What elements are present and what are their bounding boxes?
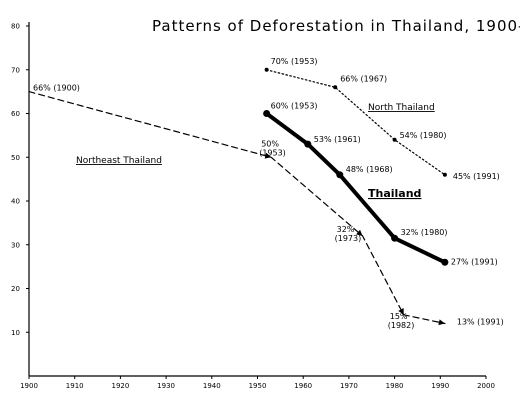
data-point-thailand [304, 140, 312, 148]
series-name-thailand: Thailand [368, 187, 421, 200]
x-tick-label: 1910 [66, 382, 84, 390]
series-name-northeast: Northeast Thailand [76, 156, 162, 166]
data-point-thailand [441, 258, 449, 266]
x-tick-label: 1950 [249, 382, 267, 390]
y-tick-label: 20 [11, 285, 20, 293]
data-point-thailand [336, 171, 344, 179]
data-label-thailand: 32% (1980) [401, 228, 448, 237]
x-tick-label: 1970 [340, 382, 358, 390]
y-tick-label: 80 [11, 23, 20, 31]
data-label-northeast-thailand: 13% (1991) [457, 318, 504, 327]
line-northeast-thailand [28, 91, 446, 325]
data-label-northeast-thailand: 32% (1973) [335, 225, 362, 243]
data-point-north-thailand [264, 67, 269, 72]
y-tick-label: 10 [11, 329, 20, 337]
data-label-line: (1953) [259, 148, 286, 157]
data-point-north-thailand [333, 85, 338, 90]
y-tick-label: 30 [11, 241, 20, 249]
y-tick-label: 60 [11, 110, 20, 118]
data-label-thailand: 60% (1953) [271, 102, 318, 111]
data-point-northeast-thailand [438, 319, 445, 326]
x-tick-label: 1940 [203, 382, 221, 390]
data-point-north-thailand [392, 137, 397, 142]
data-label-line: 15% [390, 312, 408, 321]
x-tick-label: 1960 [294, 382, 312, 390]
data-point-thailand [263, 110, 271, 117]
data-label-northeast-thailand: 15% (1982) [388, 312, 415, 330]
axis-ticks: 1900 1910 1920 1930 1940 1950 1960 1970 1980 1990… [11, 23, 495, 391]
series-lines [28, 67, 449, 326]
x-tick-label: 1990 [431, 382, 449, 390]
data-label-thailand: 48% (1968) [346, 165, 393, 174]
y-tick-label: 40 [11, 198, 20, 206]
data-label-line: (1982) [388, 321, 415, 330]
data-label-north-thailand: 66% (1967) [340, 74, 387, 83]
x-tick-label: 1920 [111, 382, 129, 390]
data-point-thailand [391, 234, 399, 242]
chart-title: Patterns of Deforestation in Thailand, 1… [152, 17, 520, 35]
data-label-line: 50% [261, 139, 279, 148]
y-tick-label: 50 [11, 154, 20, 162]
data-label-northeast-thailand: 50% (1953) [259, 139, 286, 157]
data-label-north-thailand: 45% (1991) [453, 172, 500, 181]
data-label-thailand: 27% (1991) [451, 257, 498, 266]
data-label-north-thailand: 70% (1953) [271, 57, 318, 66]
data-point-northeast-thailand [398, 308, 404, 315]
data-point-northeast-thailand [264, 152, 272, 159]
x-tick-label: 1900 [20, 382, 38, 390]
x-tick-label: 2000 [477, 382, 495, 390]
y-tick-label: 70 [11, 66, 20, 74]
series-name-north: North Thailand [368, 103, 435, 113]
data-point-north-thailand [442, 172, 447, 177]
x-tick-label: 1980 [386, 382, 404, 390]
data-point-northeast-thailand [356, 229, 363, 236]
line-north-thailand [266, 69, 446, 176]
data-labels: 60% (1953) 53% (1961) 48% (1968) 32% (1980)… [33, 57, 504, 330]
data-label-line: (1973) [335, 234, 362, 243]
data-label-northeast-thailand: 66% (1900) [33, 84, 80, 93]
x-tick-label: 1930 [157, 382, 175, 390]
data-label-thailand: 53% (1961) [314, 135, 361, 144]
data-label-north-thailand: 54% (1980) [400, 131, 447, 140]
data-label-line: 32% [337, 225, 355, 234]
